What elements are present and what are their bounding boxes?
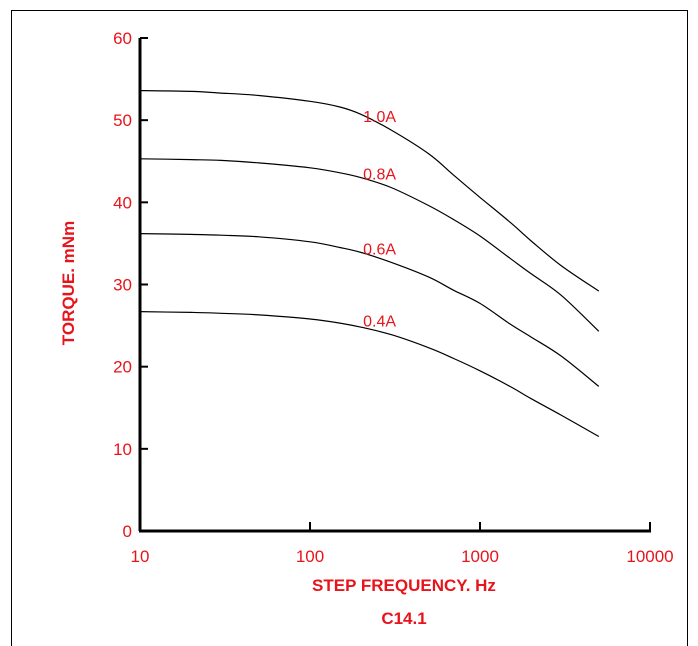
series-line-1-0a: [139, 90, 600, 292]
series-label: 0.4A: [363, 314, 396, 331]
series-label: 0.6A: [363, 241, 396, 258]
series-label: 0.8A: [363, 167, 396, 184]
y-tick-label: 20: [113, 358, 132, 377]
series-line-0-8a: [139, 158, 600, 332]
y-tick-label: 50: [113, 111, 132, 130]
series-line-0-6a: [139, 233, 600, 387]
y-tick-label: 0: [123, 522, 132, 541]
y-tick-label: 60: [113, 29, 132, 48]
x-ticks: 10 100 1000 10000: [131, 522, 674, 566]
series-lines: [139, 90, 600, 438]
chart-frame: [11, 10, 688, 646]
series-line-0-4a: [139, 311, 600, 438]
x-tick-label: 10: [131, 547, 150, 566]
chart-caption: C14.1: [381, 609, 426, 628]
x-tick-label: 100: [296, 547, 324, 566]
series-label: 1.0A: [363, 109, 396, 126]
x-tick-label: 10000: [626, 547, 673, 566]
y-tick-label: 40: [113, 193, 132, 212]
y-ticks: 0 10 20 30 40 50 60: [113, 29, 148, 541]
x-axis-label: STEP FREQUENCY. Hz: [312, 576, 496, 595]
series-labels: 1.0A 0.8A 0.6A 0.4A: [363, 109, 396, 331]
y-axis-label: TORQUE. mNm: [59, 221, 78, 345]
y-tick-label: 10: [113, 440, 132, 459]
x-tick-label: 1000: [461, 547, 499, 566]
y-tick-label: 30: [113, 276, 132, 295]
